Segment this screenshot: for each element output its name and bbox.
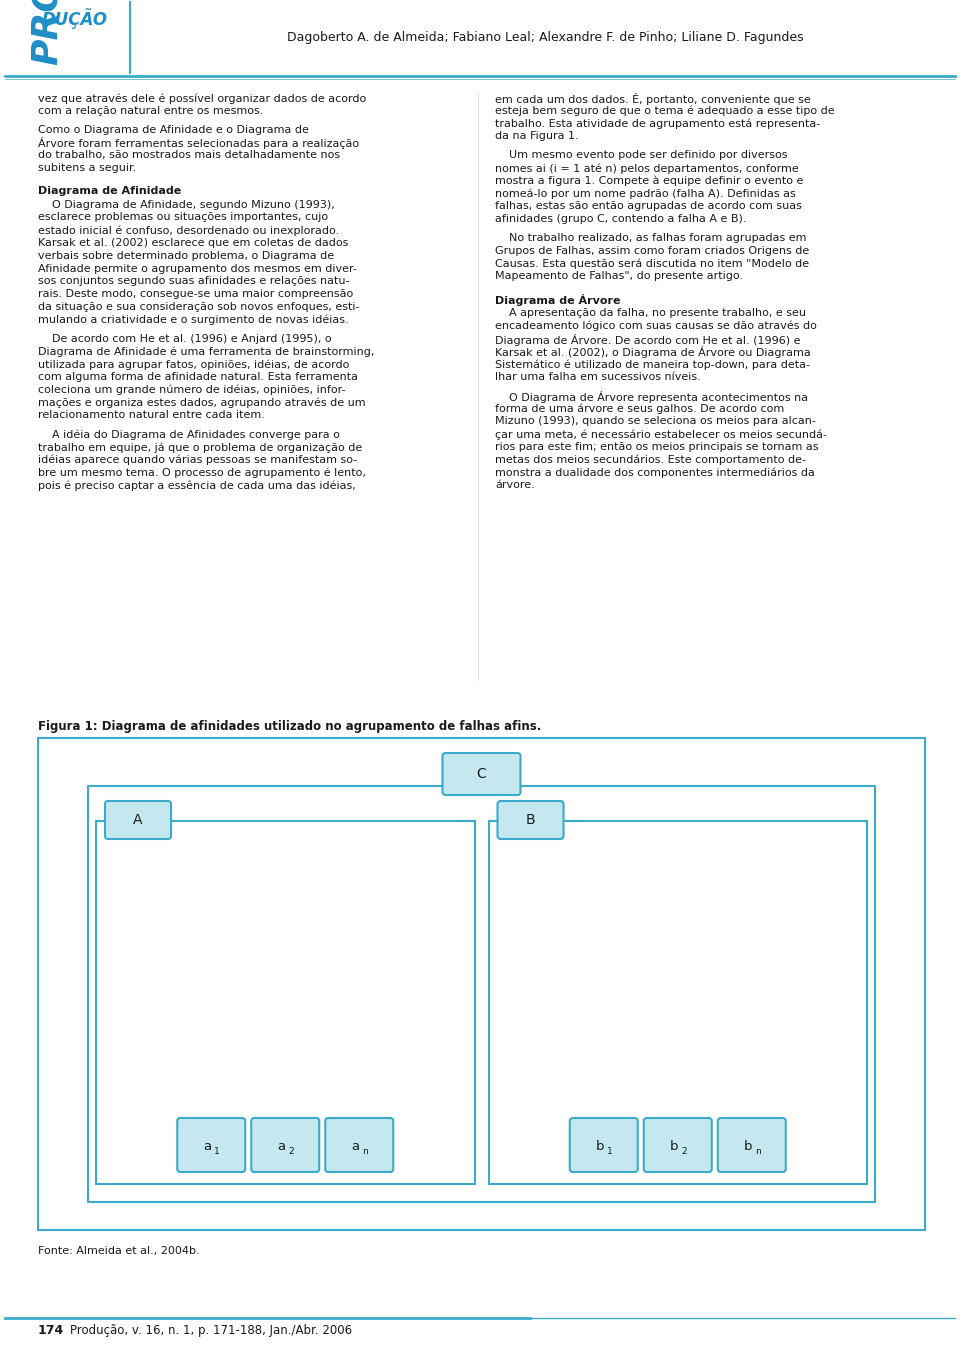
Text: mostra a figura 1. Compete à equipe definir o evento e: mostra a figura 1. Compete à equipe defi… [495, 175, 804, 186]
Text: De acordo com He et al. (1996) e Anjard (1995), o: De acordo com He et al. (1996) e Anjard … [38, 333, 331, 344]
Text: falhas, estas são então agrupadas de acordo com suas: falhas, estas são então agrupadas de aco… [495, 201, 802, 212]
FancyBboxPatch shape [497, 801, 564, 838]
Text: relacionamento natural entre cada item.: relacionamento natural entre cada item. [38, 410, 265, 421]
Text: Um mesmo evento pode ser definido por diversos: Um mesmo evento pode ser definido por di… [495, 150, 787, 160]
Text: Causas. Esta questão será discutida no item "Modelo de: Causas. Esta questão será discutida no i… [495, 259, 809, 270]
Text: Diagrama de Afinidade: Diagrama de Afinidade [38, 186, 181, 195]
Text: PRO: PRO [30, 0, 64, 65]
Text: coleciona um grande número de idéias, opiniões, infor-: coleciona um grande número de idéias, op… [38, 384, 346, 395]
Text: do trabalho, são mostrados mais detalhadamente nos: do trabalho, são mostrados mais detalhad… [38, 150, 340, 160]
Bar [489, 821, 867, 1184]
Text: monstra a dualidade dos componentes intermediários da: monstra a dualidade dos componentes inte… [495, 468, 815, 479]
Text: A apresentação da falha, no presente trabalho, e seu: A apresentação da falha, no presente tra… [495, 307, 806, 318]
FancyBboxPatch shape [443, 754, 520, 795]
Text: Produção, v. 16, n. 1, p. 171-188, Jan./Abr. 2006: Produção, v. 16, n. 1, p. 171-188, Jan./… [70, 1324, 352, 1337]
Text: Fonte: Almeida et al., 2004b.: Fonte: Almeida et al., 2004b. [38, 1246, 200, 1256]
Text: Figura 1: Diagrama de afinidades utilizado no agrupamento de falhas afins.: Figura 1: Diagrama de afinidades utiliza… [38, 720, 541, 733]
FancyBboxPatch shape [644, 1117, 711, 1171]
Text: Diagrama de Árvore: Diagrama de Árvore [495, 294, 620, 306]
Text: trabalho. Esta atividade de agrupamento está representa-: trabalho. Esta atividade de agrupamento … [495, 119, 820, 129]
Text: A: A [133, 813, 143, 828]
Text: Dagoberto A. de Almeida; Fabiano Leal; Alexandre F. de Pinho; Liliane D. Fagunde: Dagoberto A. de Almeida; Fabiano Leal; A… [287, 31, 804, 43]
Text: O Diagrama de Árvore representa acontecimentos na: O Diagrama de Árvore representa aconteci… [495, 391, 808, 403]
Text: O Diagrama de Afinidade, segundo Mizuno (1993),: O Diagrama de Afinidade, segundo Mizuno … [38, 200, 335, 209]
Text: sos conjuntos segundo suas afinidades e relações natu-: sos conjuntos segundo suas afinidades e … [38, 276, 349, 286]
Text: com alguma forma de afinidade natural. Esta ferramenta: com alguma forma de afinidade natural. E… [38, 372, 358, 381]
Text: C: C [476, 767, 487, 780]
Text: esteja bem seguro de que o tema é adequado a esse tipo de: esteja bem seguro de que o tema é adequa… [495, 105, 834, 116]
Text: mulando a criatividade e o surgimento de novas idéias.: mulando a criatividade e o surgimento de… [38, 315, 348, 325]
Text: árvore.: árvore. [495, 480, 535, 491]
FancyBboxPatch shape [569, 1117, 637, 1171]
Text: vez que através dele é possível organizar dados de acordo: vez que através dele é possível organiza… [38, 93, 367, 104]
Text: Sistemático é utilizado de maneira top-down, para deta-: Sistemático é utilizado de maneira top-d… [495, 359, 810, 369]
Text: esclarece problemas ou situações importantes, cujo: esclarece problemas ou situações importa… [38, 213, 328, 222]
Text: B: B [526, 813, 536, 828]
FancyBboxPatch shape [105, 801, 171, 838]
Bar [5, 1, 125, 74]
FancyBboxPatch shape [718, 1117, 785, 1171]
Text: rais. Deste modo, consegue-se uma maior compreensão: rais. Deste modo, consegue-se uma maior … [38, 290, 353, 299]
Text: a: a [204, 1140, 211, 1154]
Text: No trabalho realizado, as falhas foram agrupadas em: No trabalho realizado, as falhas foram a… [495, 233, 806, 243]
Text: Como o Diagrama de Afinidade e o Diagrama de: Como o Diagrama de Afinidade e o Diagram… [38, 124, 309, 135]
FancyBboxPatch shape [252, 1117, 320, 1171]
Bar [96, 821, 474, 1184]
Text: b: b [595, 1140, 604, 1154]
Text: 2: 2 [681, 1147, 686, 1155]
Text: 174: 174 [38, 1324, 64, 1337]
Text: 2: 2 [288, 1147, 294, 1155]
Text: trabalho em equipe, já que o problema de organização de: trabalho em equipe, já que o problema de… [38, 442, 362, 453]
Text: çar uma meta, é necessário estabelecer os meios secundá-: çar uma meta, é necessário estabelecer o… [495, 429, 827, 439]
Text: 1: 1 [214, 1147, 220, 1155]
Text: bre um mesmo tema. O processo de agrupamento é lento,: bre um mesmo tema. O processo de agrupam… [38, 468, 366, 479]
Text: da na Figura 1.: da na Figura 1. [495, 131, 579, 142]
Text: 1: 1 [607, 1147, 612, 1155]
Text: estado inicial é confuso, desordenado ou inexplorado.: estado inicial é confuso, desordenado ou… [38, 225, 339, 236]
Text: Árvore foram ferramentas selecionadas para a realização: Árvore foram ferramentas selecionadas pa… [38, 137, 359, 150]
Text: metas dos meios secundários. Este comportamento de-: metas dos meios secundários. Este compor… [495, 454, 806, 465]
Text: Karsak et al. (2002) esclarece que em coletas de dados: Karsak et al. (2002) esclarece que em co… [38, 239, 348, 248]
Text: utilizada para agrupar fatos, opiniões, idéias, de acordo: utilizada para agrupar fatos, opiniões, … [38, 359, 349, 369]
Text: DUÇÃO: DUÇÃO [42, 8, 108, 30]
Text: A idéia do Diagrama de Afinidades converge para o: A idéia do Diagrama de Afinidades conver… [38, 429, 340, 439]
Text: Karsak et al. (2002), o Diagrama de Árvore ou Diagrama: Karsak et al. (2002), o Diagrama de Árvo… [495, 346, 811, 359]
Text: lhar uma falha em sucessivos níveis.: lhar uma falha em sucessivos níveis. [495, 372, 701, 381]
Text: forma de uma árvore e seus galhos. De acordo com: forma de uma árvore e seus galhos. De ac… [495, 403, 784, 414]
Text: idéias aparece quando várias pessoas se manifestam so-: idéias aparece quando várias pessoas se … [38, 454, 357, 465]
Text: afinidades (grupo C, contendo a falha A e B).: afinidades (grupo C, contendo a falha A … [495, 214, 747, 224]
Text: a: a [351, 1140, 359, 1154]
Text: a: a [277, 1140, 285, 1154]
Text: verbais sobre determinado problema, o Diagrama de: verbais sobre determinado problema, o Di… [38, 251, 334, 260]
Text: Grupos de Falhas, assim como foram criados Origens de: Grupos de Falhas, assim como foram criad… [495, 245, 809, 256]
Text: Diagrama de Afinidade é uma ferramenta de brainstorming,: Diagrama de Afinidade é uma ferramenta d… [38, 346, 374, 357]
Text: b: b [743, 1140, 752, 1154]
Text: da situação e sua consideração sob novos enfoques, esti-: da situação e sua consideração sob novos… [38, 302, 359, 311]
Bar [38, 737, 925, 1229]
Text: b: b [669, 1140, 678, 1154]
FancyBboxPatch shape [325, 1117, 394, 1171]
Text: nomeá-lo por um nome padrão (falha A). Definidas as: nomeá-lo por um nome padrão (falha A). D… [495, 189, 796, 200]
Text: com a relação natural entre os mesmos.: com a relação natural entre os mesmos. [38, 105, 263, 116]
Text: Diagrama de Árvore. De acordo com He et al. (1996) e: Diagrama de Árvore. De acordo com He et … [495, 333, 801, 345]
Text: subitens a seguir.: subitens a seguir. [38, 163, 136, 173]
Text: pois é preciso captar a essência de cada uma das idéias,: pois é preciso captar a essência de cada… [38, 480, 356, 491]
Text: Afinidade permite o agrupamento dos mesmos em diver-: Afinidade permite o agrupamento dos mesm… [38, 264, 357, 274]
Text: n: n [755, 1147, 760, 1155]
Text: em cada um dos dados. É, portanto, conveniente que se: em cada um dos dados. É, portanto, conve… [495, 93, 811, 105]
Text: encadeamento lógico com suas causas se dão através do: encadeamento lógico com suas causas se d… [495, 321, 817, 332]
Text: nomes ai (i = 1 até n) pelos departamentos, conforme: nomes ai (i = 1 até n) pelos departament… [495, 163, 799, 174]
FancyBboxPatch shape [178, 1117, 245, 1171]
Text: Mizuno (1993), quando se seleciona os meios para alcan-: Mizuno (1993), quando se seleciona os me… [495, 417, 816, 426]
Text: mações e organiza estes dados, agrupando através de um: mações e organiza estes dados, agrupando… [38, 398, 366, 408]
Bar [88, 786, 875, 1202]
Text: rios para este fim; então os meios principais se tornam as: rios para este fim; então os meios princ… [495, 442, 819, 452]
Text: Mapeamento de Falhas", do presente artigo.: Mapeamento de Falhas", do presente artig… [495, 271, 743, 282]
Text: n: n [362, 1147, 368, 1155]
